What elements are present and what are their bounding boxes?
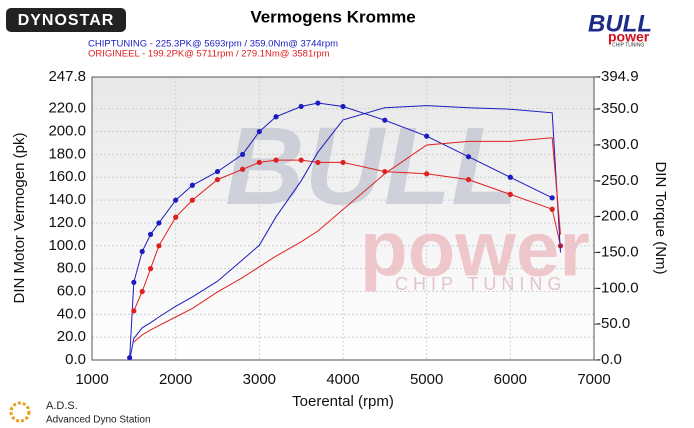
y2-axis-label: DIN Torque (Nm) xyxy=(652,161,669,274)
y2-tick-label: -300.0 xyxy=(596,136,639,153)
x-tick-label: 2000 xyxy=(159,371,192,388)
logo-bull: BULL xyxy=(588,10,652,37)
series-point xyxy=(507,191,513,198)
x-tick-label: 4000 xyxy=(326,371,359,388)
series-point xyxy=(424,133,430,139)
series-point xyxy=(315,159,321,166)
series-line xyxy=(133,137,561,343)
series-point xyxy=(147,231,154,237)
watermark-power: power xyxy=(360,205,590,293)
y-tick-label: 60.0 xyxy=(57,282,86,299)
logo-power: power xyxy=(608,29,650,45)
series-point xyxy=(549,195,555,201)
series-point xyxy=(315,100,321,106)
series-point xyxy=(240,151,246,158)
legend-origineel: ORIGINEEL - 199.2PK@ 5711rpm / 279.1Nm@ … xyxy=(88,49,330,60)
y2-tick-label: -250.0 xyxy=(596,172,639,189)
logo-chip: CHIP TUNING xyxy=(612,42,644,48)
chart-title: Vermogens Kromme xyxy=(250,7,415,26)
y-tick-label: 0.0 xyxy=(65,351,86,368)
series-point xyxy=(298,103,304,110)
series-point xyxy=(298,157,304,163)
y2-tick-label: -200.0 xyxy=(596,208,639,225)
series-point xyxy=(256,128,262,135)
x-tick-label: 5000 xyxy=(410,371,443,388)
series-point xyxy=(139,248,145,255)
watermark: BULL power CHIP TUNING xyxy=(225,105,590,294)
series-point xyxy=(507,174,513,180)
series-point xyxy=(214,168,221,175)
series-line xyxy=(129,105,561,361)
x-axis-label: Toerental (rpm) xyxy=(292,393,394,410)
y2-tick-label: -350.0 xyxy=(596,100,639,117)
y-tick-label: 247.8 xyxy=(48,68,86,85)
logo-box xyxy=(6,8,126,32)
series-point xyxy=(139,288,145,295)
series-point xyxy=(131,279,137,285)
y2-tick-label: -0.0 xyxy=(596,351,622,368)
ads-subtitle: Advanced Dyno Station xyxy=(46,415,151,426)
series-point xyxy=(273,114,279,120)
series-point xyxy=(340,159,346,166)
series-point xyxy=(256,159,262,166)
series-point xyxy=(549,206,555,212)
series-point xyxy=(273,157,279,163)
y-tick-label: 120.0 xyxy=(48,214,86,231)
series-point xyxy=(156,243,162,249)
y2-tick-label: -394.9 xyxy=(596,68,639,85)
plot-border xyxy=(91,76,595,361)
x-tick-label: 7000 xyxy=(577,371,610,388)
y-tick-label: 20.0 xyxy=(57,328,86,345)
series-point xyxy=(173,214,179,220)
x-tick-label: 1000 xyxy=(75,371,108,388)
series-point xyxy=(240,166,246,172)
y-tick-label: 180.0 xyxy=(48,145,86,162)
series-point xyxy=(340,103,346,110)
series-point xyxy=(156,220,162,226)
y-axis-label: DIN Motor Vermogen (pk) xyxy=(11,133,28,304)
series-point xyxy=(382,117,388,123)
series-point xyxy=(131,308,137,314)
ads-title: A.D.S. xyxy=(46,400,78,412)
y-tick-label: 40.0 xyxy=(57,305,86,322)
ads-icon xyxy=(9,401,31,423)
watermark-bull: BULL xyxy=(225,105,518,228)
series-point xyxy=(189,197,195,203)
y2-tick-label: -100.0 xyxy=(596,279,639,296)
watermark-chip: CHIP TUNING xyxy=(395,274,566,294)
x-tick-label: 6000 xyxy=(494,371,527,388)
y-tick-label: 220.0 xyxy=(48,100,86,117)
series-point xyxy=(465,176,472,183)
y-tick-label: 80.0 xyxy=(57,260,86,277)
y2-tick-label: -150.0 xyxy=(596,243,639,260)
y-tick-label: 140.0 xyxy=(48,191,86,208)
y-tick-label: 100.0 xyxy=(48,237,86,254)
series-point xyxy=(214,176,221,183)
series-point xyxy=(173,197,179,203)
y-tick-label: 160.0 xyxy=(48,168,86,185)
legend-chiptuning: CHIPTUNING - 225.3PK@ 5693rpm / 359.0Nm@… xyxy=(88,39,338,50)
series-point xyxy=(424,171,430,177)
series-point xyxy=(465,154,472,160)
x-tick-label: 3000 xyxy=(243,371,276,388)
y2-tick-label: -50.0 xyxy=(596,315,630,332)
logo-dynostar: DYNOSTAR xyxy=(18,12,115,29)
series-point xyxy=(189,182,195,188)
series-point xyxy=(147,266,154,272)
y-tick-label: 200.0 xyxy=(48,123,86,140)
